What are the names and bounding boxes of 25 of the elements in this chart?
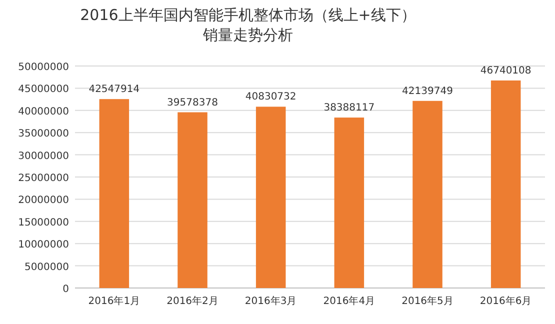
y-tick-label: 20000000 [18, 195, 69, 206]
x-tick-label: 2016年5月 [402, 295, 454, 307]
data-label: 42139749 [402, 86, 453, 97]
y-tick-label: 5000000 [24, 262, 69, 273]
y-tick-label: 25000000 [18, 173, 69, 184]
y-tick-label: 35000000 [18, 128, 69, 140]
data-label: 39578378 [167, 97, 218, 108]
y-tick-label: 10000000 [18, 240, 69, 251]
x-tick-label: 2016年2月 [166, 295, 218, 307]
y-tick-label: 45000000 [18, 84, 69, 96]
data-label: 40830732 [245, 92, 296, 103]
x-tick-label: 2016年6月 [480, 295, 532, 307]
y-tick-label: 30000000 [18, 150, 69, 162]
y-tick-label: 50000000 [18, 62, 69, 73]
data-label: 42547914 [88, 84, 140, 96]
chart-title: 2016上半年国内智能手机整体市场（线上+线下） [80, 6, 416, 24]
chart-subtitle: 销量走势分析 [202, 26, 293, 44]
y-tick-label: 40000000 [18, 106, 69, 118]
y-tick-label: 0 [62, 284, 69, 295]
x-tick-label: 2016年1月 [88, 295, 140, 307]
x-tick-label: 2016年3月 [244, 295, 297, 307]
y-tick-label: 15000000 [18, 217, 69, 228]
data-label: 38388117 [324, 102, 375, 114]
data-label: 46740108 [480, 65, 532, 76]
x-tick-label: 2016年4月 [323, 295, 376, 307]
